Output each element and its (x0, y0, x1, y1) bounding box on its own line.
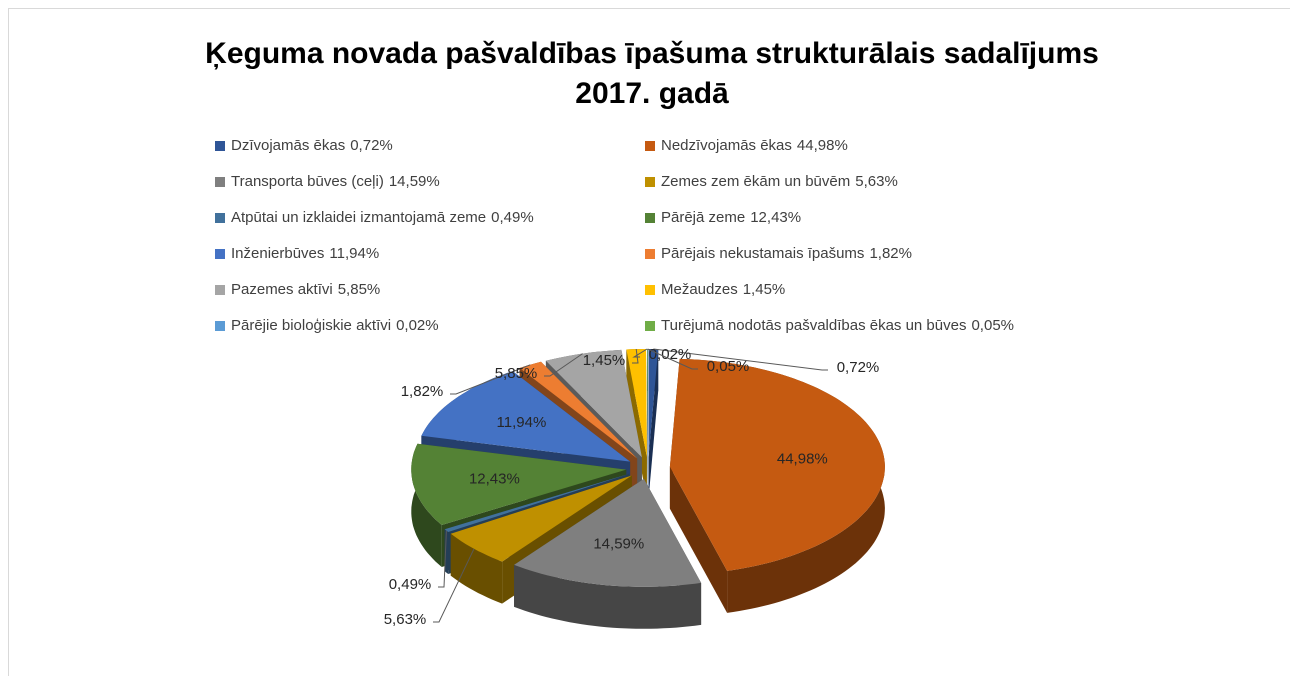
legend-label: Dzīvojamās ēkas (231, 137, 345, 154)
slice (669, 358, 885, 571)
legend-label: Zemes zem ēkām un būvēm (661, 173, 850, 190)
legend-label: Turējumā nodotās pašvaldības ēkas un būv… (661, 317, 966, 334)
data-label: 0,72% (837, 359, 880, 376)
slice (648, 349, 659, 457)
legend-value: 0,05% (971, 317, 1014, 334)
legend-label: Pazemes aktīvi (231, 281, 333, 298)
data-label: 5,63% (384, 611, 427, 628)
slice-side (450, 533, 503, 604)
legend-swatch (215, 213, 225, 223)
legend-swatch (645, 249, 655, 259)
legend-label: Transporta būves (ceļi) (231, 173, 384, 190)
legend-value: 0,49% (491, 209, 534, 226)
slice (647, 349, 648, 457)
legend-entry: Pārējā zeme 12,43% (661, 209, 801, 226)
data-label: 5,85% (495, 365, 538, 382)
leader-line (632, 348, 648, 358)
data-label: 12,43% (469, 470, 520, 487)
leader-line (544, 353, 583, 377)
legend-swatch (645, 321, 655, 331)
legend-value: 11,94% (329, 245, 379, 262)
slice-side (669, 466, 728, 613)
slice (421, 371, 631, 462)
legend-entry: Transporta būves (ceļi) 14,59% (231, 173, 440, 190)
legend-swatch (215, 177, 225, 187)
legend-entry: Nedzīvojamās ēkas 44,98% (661, 137, 848, 154)
legend-swatch (215, 249, 225, 259)
slice (444, 473, 630, 532)
slice (411, 443, 627, 525)
legend-entry: Turējumā nodotās pašvaldības ēkas un būv… (661, 317, 1014, 334)
legend-label: Pārējā zeme (661, 209, 745, 226)
data-label: 44,98% (777, 450, 828, 467)
slice (519, 361, 638, 459)
legend-label: Mežaudzes (661, 281, 738, 298)
chart-frame (8, 8, 1290, 676)
legend-value: 1,82% (869, 245, 912, 262)
legend-swatch (215, 141, 225, 151)
slice (545, 349, 642, 458)
legend-entry: Inženierbūves 11,94% (231, 245, 379, 262)
data-label: 11,94% (497, 414, 547, 431)
slice (514, 478, 702, 587)
legend-swatch (645, 141, 655, 151)
slice (450, 475, 632, 562)
legend-entry: Pārējais nekustamais īpašums 1,82% (661, 245, 912, 262)
legend-label: Atpūtai un izklaidei izmantojamā zeme (231, 209, 486, 226)
legend-label: Pārējie bioloģiskie aktīvi (231, 317, 391, 334)
legend-value: 14,59% (389, 173, 440, 190)
chart-title: Ķeguma novada pašvaldības īpašuma strukt… (205, 37, 1099, 70)
leader-line (632, 349, 639, 364)
slice-side (411, 443, 442, 567)
legend-value: 5,63% (855, 173, 898, 190)
legend-label: Nedzīvojamās ēkas (661, 137, 792, 154)
legend-entry: Pārējie bioloģiskie aktīvi 0,02% (231, 317, 439, 334)
legend-swatch (645, 177, 655, 187)
data-label: 1,45% (583, 352, 626, 369)
legend-value: 44,98% (797, 137, 848, 154)
legend-swatch (645, 285, 655, 295)
legend-value: 0,72% (350, 137, 393, 154)
legend-value: 5,85% (338, 281, 381, 298)
legend-label: Inženierbūves (231, 245, 324, 262)
chart-title: 2017. gadā (575, 77, 729, 110)
slice (626, 349, 647, 457)
data-label: 14,59% (593, 536, 644, 553)
data-label: 0,02% (649, 346, 692, 363)
legend-label: Pārējais nekustamais īpašums (661, 245, 864, 262)
leader-line (647, 348, 698, 370)
legend-entry: Pazemes aktīvi 5,85% (231, 281, 380, 298)
legend-value: 1,45% (743, 281, 786, 298)
leader-line (653, 348, 828, 371)
legend-entry: Mežaudzes 1,45% (661, 281, 785, 298)
data-label: 0,49% (389, 576, 432, 593)
data-label: 1,82% (401, 383, 444, 400)
slice-side (514, 564, 702, 629)
data-label: 0,05% (707, 358, 750, 375)
legend-swatch (215, 285, 225, 295)
leader-line (433, 548, 475, 623)
leader-line (438, 530, 447, 588)
slice (647, 349, 648, 457)
legend-swatch (215, 321, 225, 331)
legend-value: 0,02% (396, 317, 439, 334)
legend-entry: Dzīvojamās ēkas 0,72% (231, 137, 393, 154)
leader-line (450, 364, 531, 395)
legend-entry: Zemes zem ēkām un būvēm 5,63% (661, 173, 898, 190)
legend-value: 12,43% (750, 209, 801, 226)
legend-entry: Atpūtai un izklaidei izmantojamā zeme 0,4… (231, 209, 534, 226)
legend-swatch (645, 213, 655, 223)
